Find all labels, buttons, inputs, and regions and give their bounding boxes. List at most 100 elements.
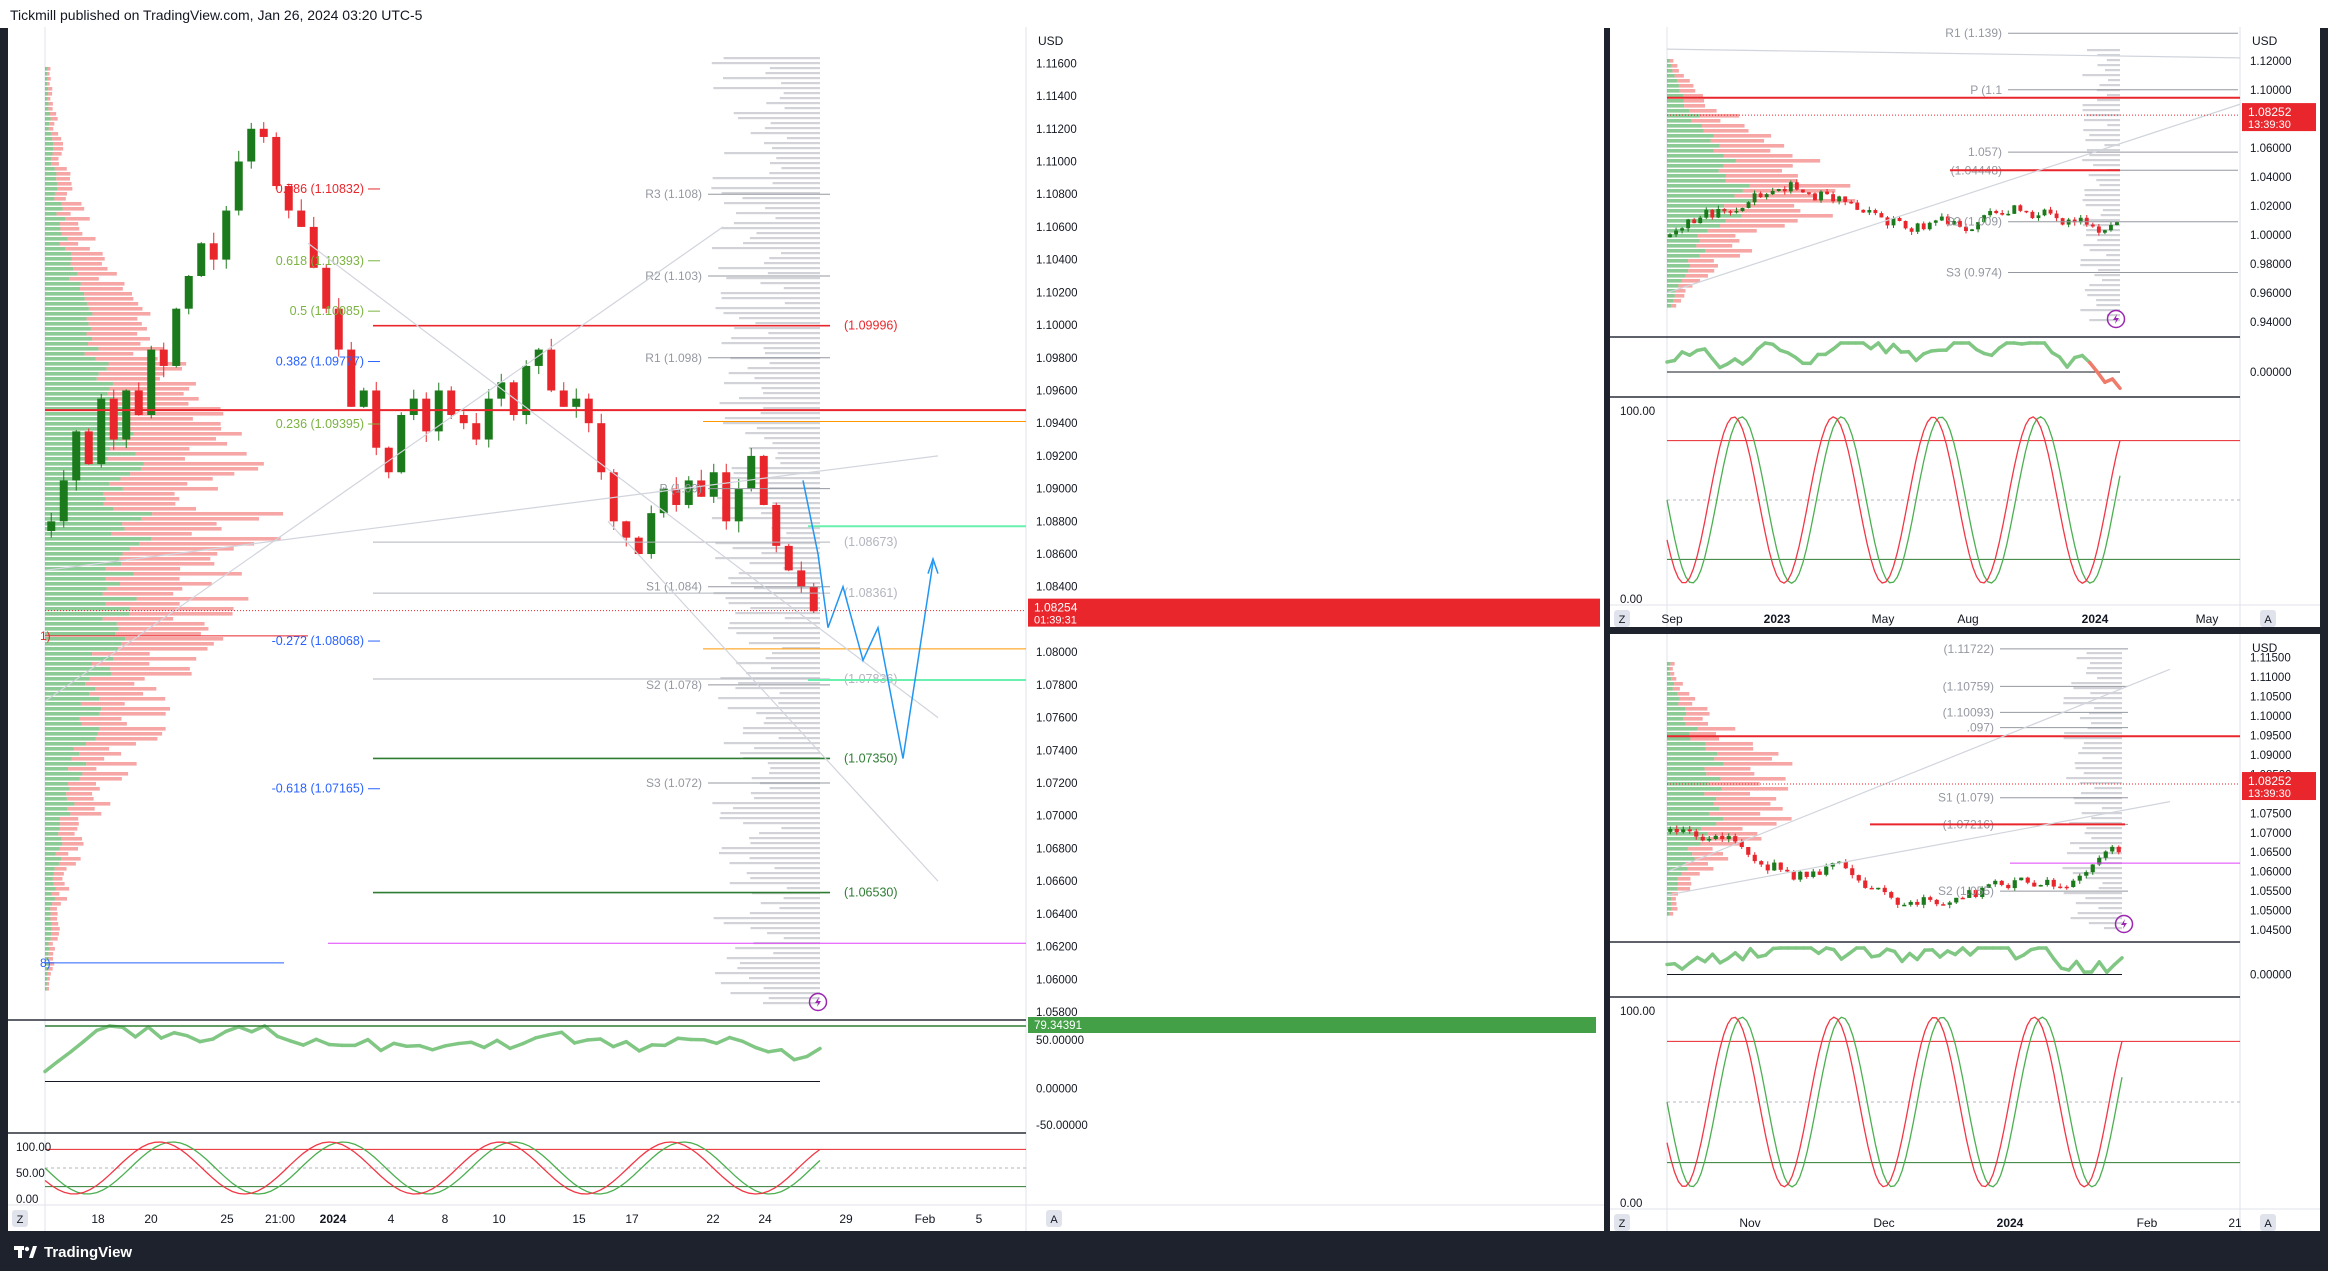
volume-profile-bar-down [151,537,281,541]
session-volume-bar [724,152,820,155]
volume-profile-bar-up [1667,129,1704,133]
volume-profile-bar-up [45,817,60,821]
main-chart-panel[interactable]: USD 1.11600 1.11400 1.11200 1.11000 1.10800 1.… [8,27,1604,1231]
volume-profile-bar-down [1671,64,1678,68]
volume-profile-bar-up [1667,682,1675,686]
candle-body [1921,223,1926,230]
volume-profile-bar-up [1667,877,1678,881]
candle-body [1764,194,1769,198]
candle-body [109,398,118,440]
oscillator-segment [1884,342,1896,355]
session-volume-bar [770,767,820,770]
session-volume-bar [2086,652,2122,655]
session-volume-bar [731,467,820,470]
time-tick-label: Sep [1661,612,1683,626]
candle-body [1964,226,1968,232]
candle-body [1752,854,1757,862]
volume-profile-bar-down [1686,712,1710,716]
session-volume-bar [780,462,820,465]
volume-profile-bar-down [111,532,192,536]
oscillator-segment [2057,355,2069,369]
session-volume-bar [765,72,820,75]
session-volume-bar [2089,712,2122,715]
session-volume-bar [763,987,820,990]
volume-profile-bar-up [1667,692,1678,696]
volume-profile-bar-up [1667,717,1684,721]
auto-scale-button[interactable] [2260,1214,2276,1231]
session-volume-bar [769,172,820,175]
candle-body [2048,209,2053,214]
volume-profile-bar-down [1720,777,1786,781]
volume-profile-bar-up [45,302,87,306]
volume-profile-bar-down [50,917,58,921]
session-volume-bar [750,877,820,880]
candle-body [1720,835,1725,840]
zoom-button[interactable] [1614,1214,1630,1231]
oscillator-segment [598,1037,616,1049]
volume-profile-bar-down [84,297,134,301]
candle-body [1897,217,1902,221]
volume-profile-bar-up [45,722,82,726]
candle-body [422,398,431,432]
last-price-value: 1.08252 [2248,105,2292,119]
time-tick-label: 2024 [320,1212,347,1226]
session-volume-bar [726,957,820,960]
main-chart-svg[interactable]: USD 1.11600 1.11400 1.11200 1.11000 1.10800 1.… [8,27,1604,1231]
oscillator-segment [559,1030,577,1045]
auto-scale-button[interactable] [2260,610,2276,627]
volume-profile-bar-up [1667,707,1686,711]
volume-profile-bar-up [45,402,110,406]
session-volume-bar [750,927,820,930]
candle-body [659,488,668,514]
candle-body [1927,222,1932,230]
volume-profile-bar-down [1725,219,1798,223]
volume-profile-bar-down [135,452,247,456]
volume-profile-bar-down [58,862,76,866]
zoom-button[interactable] [12,1210,28,1227]
oscillator-tick-label: 0.00000 [1036,1084,1078,1096]
session-volume-bar [750,132,820,135]
volume-profile-bar-down [1703,129,1749,133]
weekly-chart-svg[interactable]: USD1.120001.100001.080001.060001.040001.… [1610,27,2320,627]
auto-scale-button[interactable] [1046,1210,1062,1227]
volume-profile-bar-up [1667,772,1707,776]
volume-profile-bar-up [45,652,93,656]
session-volume-bar [768,997,820,1000]
volume-profile-bar-up [45,477,121,481]
volume-profile-bar-up [1667,807,1720,811]
daily-chart-panel[interactable]: USD 1.11500 1.11000 1.10500 1.10000 1.09500 1.… [1610,634,2320,1231]
volume-profile-bar-up [45,942,49,946]
oscillator-segment [198,1037,215,1044]
candle-body [647,513,656,555]
oscillator-segment [2006,946,2018,961]
oscillator-segment [753,1045,771,1054]
publish-header: Tickmill published on TradingView.com, J… [0,0,2328,28]
volume-profile-bar-up [45,982,47,986]
volume-profile-bar-down [53,882,65,886]
volume-profile-bar-down [89,692,144,696]
oscillator-segment [676,1036,693,1042]
candle-body [1700,836,1705,841]
session-volume-bar [735,687,820,690]
weekly-chart-panel[interactable]: USD1.120001.100001.080001.060001.040001.… [1610,27,2320,627]
session-volume-bar [749,857,820,860]
volume-profile-bar-up [45,947,50,951]
price-tick-label: 1.07200 [1036,778,1078,790]
volume-profile-bar-up [45,842,63,846]
price-tick-label: 1.07500 [2250,808,2292,820]
oscillator-segment [1832,947,1844,961]
session-volume-bar [761,512,820,515]
volume-profile-bar-up [1667,732,1690,736]
volume-profile-bar-up [45,317,87,321]
candle-body [2110,846,2115,852]
session-volume-bar [2096,304,2120,307]
time-tick-label: 17 [625,1212,639,1226]
zoom-button[interactable] [1614,610,1630,627]
last-price-badge [2242,103,2316,132]
session-volume-bar [723,312,820,315]
volume-profile-bar-up [45,902,53,906]
candle-body [1776,188,1781,191]
volume-profile-bar-up [45,362,109,366]
volume-profile-bar-up [45,97,48,101]
